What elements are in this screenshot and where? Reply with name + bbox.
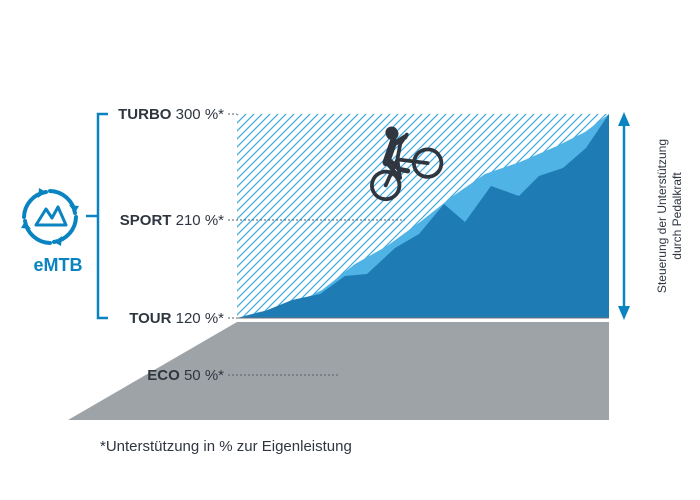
range-caption-line1: Steuerung der Unterstützung [655,139,669,293]
range-caption-line2: durch Pedalkraft [670,172,684,259]
stage: eMTB TURBO 300 %* SPORT 210 %* TOUR 120 … [0,0,700,500]
mode-sport-name: SPORT [120,212,172,229]
mode-sport-label: SPORT 210 %* [104,212,224,229]
mode-tour-label: TOUR 120 %* [104,310,224,327]
mode-eco-value: 50 %* [184,367,224,384]
chart-canvas [0,0,700,500]
emtb-label: eMTB [18,255,98,276]
range-caption: Steuerung der Unterstützung durch Pedalk… [655,114,685,318]
mode-turbo-label: TURBO 300 %* [104,106,224,123]
mode-sport-value: 210 %* [176,212,224,229]
range-arrow [618,112,630,320]
mode-tour-value: 120 %* [176,310,224,327]
emtb-cycle-icon [18,185,82,249]
mode-eco-name: ECO [147,367,180,384]
emtb-brand: eMTB [18,185,98,276]
footnote: *Unterstützung in % zur Eigenleistung [100,438,352,455]
mode-turbo-name: TURBO [118,106,171,123]
mode-turbo-value: 300 %* [176,106,224,123]
mode-eco-label: ECO 50 %* [104,367,224,384]
mode-tour-name: TOUR [129,310,171,327]
